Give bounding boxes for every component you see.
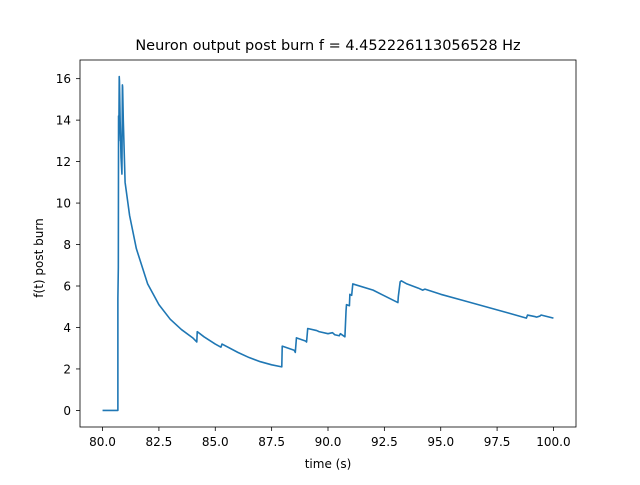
x-tick-label: 95.0 (427, 435, 454, 449)
y-tick-label: 2 (63, 362, 71, 376)
y-tick-label: 4 (63, 321, 71, 335)
y-axis-label: f(t) post burn (32, 218, 46, 297)
x-tick-label: 87.5 (258, 435, 285, 449)
x-tick-label: 92.5 (371, 435, 398, 449)
y-tick-label: 0 (63, 404, 71, 418)
y-tick-label: 14 (56, 114, 71, 128)
x-tick-label: 90.0 (315, 435, 342, 449)
y-tick-label: 6 (63, 280, 71, 294)
y-tick-label: 10 (56, 197, 71, 211)
plot-area (102, 75, 554, 412)
series-line-0 (102, 75, 554, 412)
x-axis-label: time (s) (305, 457, 352, 471)
chart-title: Neuron output post burn f = 4.4522261130… (135, 38, 520, 54)
x-tick-label: 100.0 (536, 435, 570, 449)
axes: 80.0 82.5 85.0 87.5 90.0 92.5 95.0 97.5 100.0 0 2 4… (56, 59, 577, 449)
y-tick-label: 8 (63, 238, 71, 252)
y-tick-label: 12 (56, 155, 71, 169)
x-tick-label: 82.5 (146, 435, 173, 449)
y-tick-label: 16 (56, 72, 71, 86)
x-tick-label: 97.5 (484, 435, 511, 449)
x-tick-label: 80.0 (89, 435, 116, 449)
x-tick-label: 85.0 (202, 435, 229, 449)
